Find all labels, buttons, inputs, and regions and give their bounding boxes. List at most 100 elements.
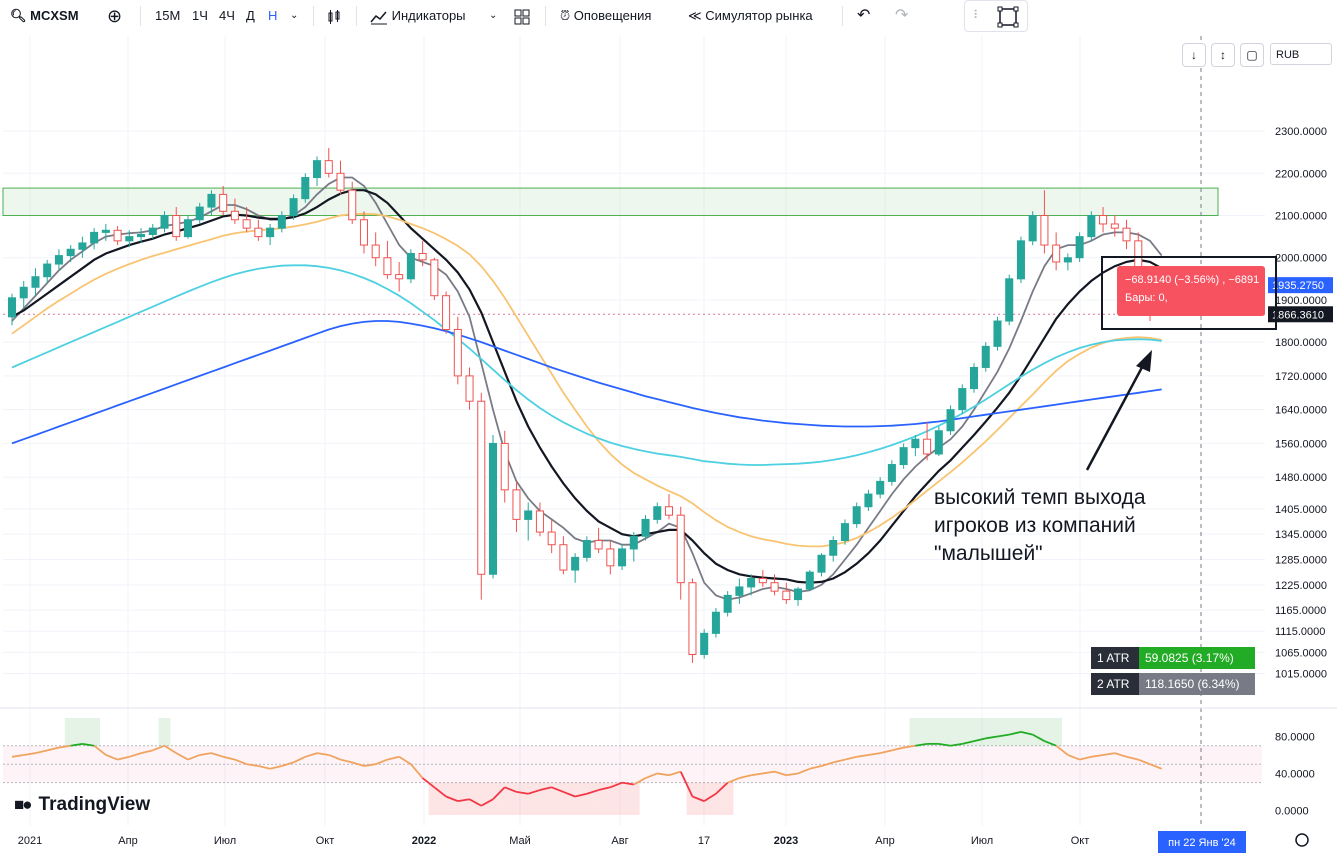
- price-axis-label: 1115.0000: [1275, 626, 1325, 638]
- oscillator-line-segment: [152, 744, 165, 752]
- oscillator-line-segment: [199, 752, 212, 756]
- price-axis-label: 1480.0000: [1275, 472, 1327, 484]
- annotation-line: высокий темп выхода: [934, 486, 1146, 509]
- candle-body: [195, 206, 204, 221]
- atr2-label: 2 ATR: [1091, 673, 1139, 695]
- undo-icon[interactable]: ↶: [857, 7, 871, 24]
- logo-text: TradingView: [38, 794, 151, 815]
- candle-body: [336, 172, 345, 191]
- candles-icon[interactable]: [326, 0, 342, 32]
- candle-body: [981, 345, 990, 368]
- moving-average-line-2: [11, 189, 1163, 584]
- currency-selector[interactable]: RUB: [1270, 43, 1332, 65]
- candle-body: [747, 577, 756, 588]
- oversold-highlight: [510, 782, 523, 815]
- oscillator-line-segment: [950, 742, 963, 747]
- redo-icon[interactable]: ↷: [895, 7, 909, 24]
- oscillator-line-segment: [657, 772, 670, 777]
- alerts-label: Оповещения: [573, 8, 652, 23]
- candle-body: [148, 227, 157, 236]
- chart-area[interactable]: 2300.0000 2200.0000 2100.0000 2000.0000 1900…: [0, 36, 1337, 861]
- time-axis-label: Май: [509, 835, 531, 847]
- price-axis-label: 1800.0000: [1275, 337, 1327, 349]
- oscillator-line-segment: [903, 744, 916, 749]
- layouts-grid-icon[interactable]: [514, 0, 530, 32]
- interval-week-button[interactable]: Н: [268, 8, 278, 23]
- interval-day-button[interactable]: Д: [246, 8, 255, 23]
- interval-dropdown-icon[interactable]: ⌄: [290, 10, 299, 21]
- candle-body: [864, 493, 873, 508]
- oscillator-line-segment: [739, 774, 752, 779]
- moving-average-line-3: [11, 212, 1162, 548]
- candle-body: [911, 438, 920, 449]
- add-symbol-icon[interactable]: ⊕: [107, 6, 123, 26]
- collapse-icon[interactable]: ↕: [1211, 43, 1235, 67]
- overbought-highlight: [1038, 718, 1051, 746]
- overbought-highlight: [1003, 718, 1016, 746]
- oscillator-line-segment: [997, 733, 1010, 738]
- candle-body: [359, 219, 368, 246]
- oscillator-line-segment: [527, 789, 541, 795]
- annotation-text[interactable]: высокий темп выхода игроков из компаний …: [934, 484, 1146, 568]
- drag-handle-icon[interactable]: ⠇: [973, 8, 982, 22]
- market-replay-button[interactable]: ≪ Симулятор рынка: [688, 0, 813, 32]
- oscillator-line-segment: [1137, 758, 1151, 766]
- alerts-button[interactable]: ⏰︎ Оповещения: [560, 0, 651, 32]
- candle-body: [618, 548, 627, 567]
- symbol-search-button[interactable]: 🔍︎ MCXSM: [10, 0, 79, 32]
- candle-body: [970, 366, 979, 390]
- oscillator-line-segment: [480, 798, 494, 807]
- candle-body: [160, 215, 169, 229]
- oscillator-line-segment: [375, 758, 388, 766]
- indicators-button[interactable]: Индикаторы: [370, 0, 466, 32]
- candle-body: [676, 514, 685, 584]
- candle-body: [629, 535, 638, 550]
- oscillator-line-segment: [234, 758, 247, 766]
- oscillator-line-segment: [82, 742, 95, 747]
- oscillator-line-segment: [891, 746, 904, 752]
- candle-body: [1063, 257, 1072, 263]
- candle-body: [641, 518, 650, 537]
- price-axis-label: 1720.0000: [1275, 371, 1327, 383]
- oscillator-line-segment: [692, 795, 705, 802]
- rectangle-tool-icon[interactable]: [997, 6, 1019, 28]
- restore-icon[interactable]: ▢: [1240, 43, 1264, 67]
- interval-15m-button[interactable]: 15М: [155, 8, 181, 23]
- oscillator-line-segment: [58, 744, 71, 749]
- oscillator-line-segment: [715, 782, 729, 795]
- candle-body: [1122, 227, 1131, 242]
- candle-body: [488, 442, 498, 575]
- candle-body: [524, 510, 533, 520]
- highlight-rectangle[interactable]: [1101, 256, 1277, 330]
- oversold-highlight: [498, 782, 511, 815]
- market-replay-label: Симулятор рынка: [705, 8, 813, 23]
- scroll-down-icon[interactable]: ↓: [1182, 43, 1206, 67]
- candle-body: [958, 388, 967, 411]
- oscillator-line-segment: [856, 754, 869, 758]
- candle-body: [277, 215, 286, 229]
- candle-body: [1099, 215, 1108, 225]
- cursor-price-label-bg: [1268, 306, 1333, 323]
- interval-1h-button[interactable]: 1Ч: [192, 8, 208, 23]
- interval-4h-button[interactable]: 4Ч: [219, 8, 235, 23]
- oscillator-line-segment: [164, 744, 177, 754]
- oscillator-line-segment: [187, 754, 201, 761]
- candle-body: [934, 430, 943, 455]
- oscillator-line-segment: [492, 786, 506, 800]
- chart-canvas[interactable]: 2300.0000 2200.0000 2100.0000 2000.0000 1900…: [0, 36, 1337, 856]
- candle-body: [1028, 215, 1037, 242]
- oversold-highlight: [627, 782, 640, 815]
- candle-body: [31, 276, 40, 288]
- oscillator-line-segment: [516, 791, 529, 795]
- oscillator-line-segment: [563, 791, 576, 798]
- oscillator-line-segment: [363, 763, 376, 767]
- candle-body: [899, 447, 908, 466]
- oversold-highlight: [463, 782, 476, 815]
- settings-gear-icon: [1295, 833, 1309, 847]
- time-axis-label: 17: [698, 835, 710, 847]
- candle-body: [571, 556, 580, 571]
- price-axis-label: 2200.0000: [1275, 168, 1327, 180]
- oscillator-line-segment: [962, 740, 975, 745]
- price-axis-label: 2100.0000: [1275, 211, 1327, 223]
- indicators-dropdown-icon[interactable]: ⌄: [489, 10, 498, 21]
